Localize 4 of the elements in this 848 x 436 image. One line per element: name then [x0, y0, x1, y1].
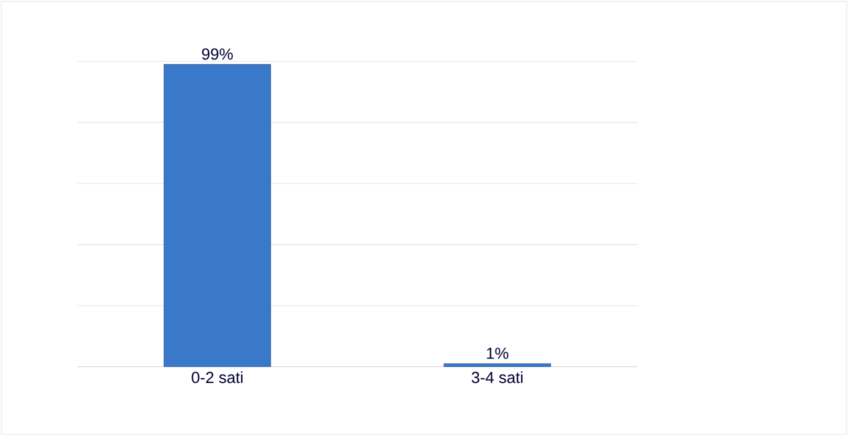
data-label: 99%: [202, 48, 233, 60]
x-tick-label: 3-4 sati: [472, 371, 522, 384]
data-label: 1%: [486, 348, 508, 359]
x-tick-label: 0-2 sati: [192, 371, 242, 384]
